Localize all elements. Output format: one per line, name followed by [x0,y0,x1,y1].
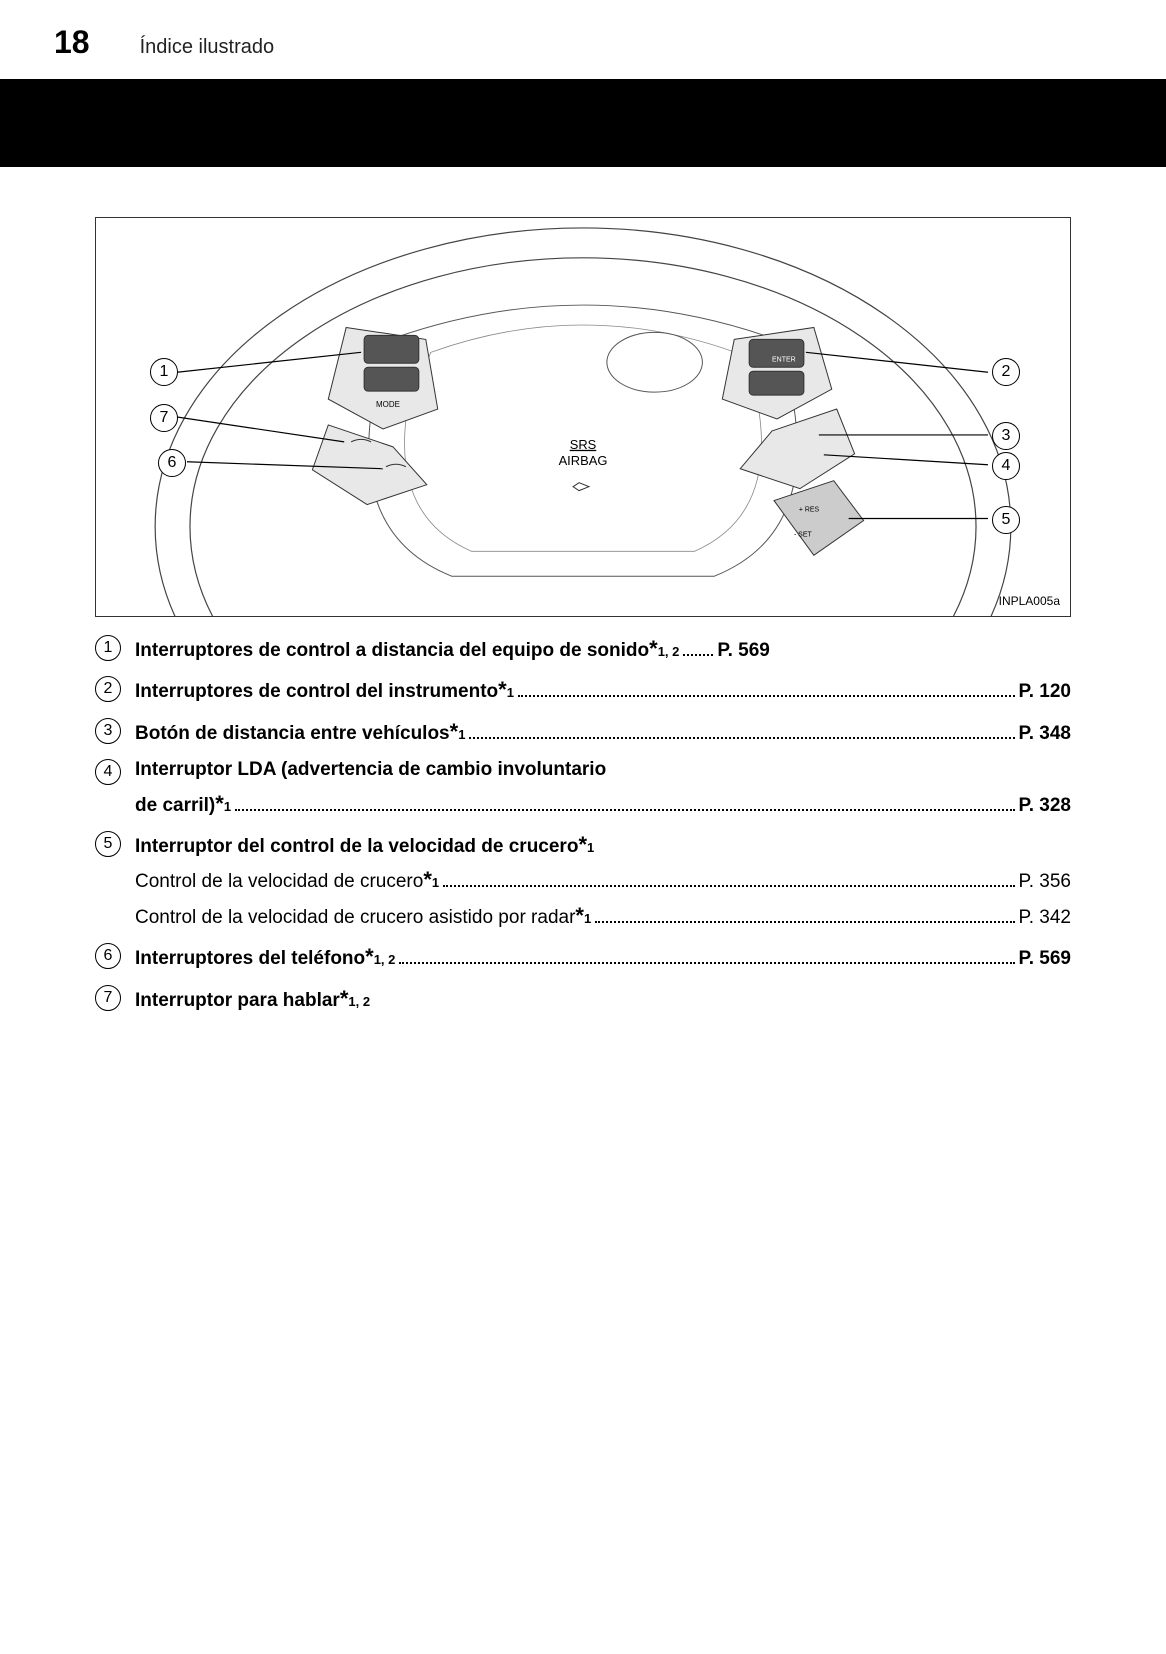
footnote-star: * [578,827,587,862]
leader-dots [683,654,713,656]
footnote-star: * [215,786,224,821]
index-list: 1 Interruptores de control a distancia de… [95,631,1071,1016]
item-text: Control de la velocidad de crucero [135,867,423,897]
footnote-sup: 1, 2 [374,950,396,971]
index-item: 6 Interruptores del teléfono*1, 2 P. 569 [95,939,1071,974]
footnote-star: * [649,631,658,666]
svg-text:+ RES: + RES [799,507,820,514]
svg-text:SRS: SRS [570,437,597,452]
footnote-star: * [340,981,349,1016]
index-item: 3 Botón de distancia entre vehículos*1 P.… [95,714,1071,749]
item-text: Interruptor del control de la velocidad … [135,832,578,862]
footnote-star: * [498,672,507,707]
item-line: Botón de distancia entre vehículos*1 P. … [135,714,1071,749]
callout-6: 6 [158,449,186,477]
svg-text:MODE: MODE [376,400,400,409]
footnote-sup: 1 [587,838,594,859]
item-line: Control de la velocidad de crucero*1 P. … [135,862,1071,897]
index-item: 1 Interruptores de control a distancia de… [95,631,1071,666]
item-text: Interruptor LDA (advertencia de cambio i… [135,755,606,785]
image-code: INPLA005a [999,594,1060,608]
item-line: Interruptores del teléfono*1, 2 P. 569 [135,939,1071,974]
svg-text:- SET: - SET [794,531,813,538]
steering-wheel-diagram: SRS AIRBAG MODE ENTER [95,217,1071,617]
steering-wheel-illustration: SRS AIRBAG MODE ENTER [96,218,1070,616]
callout-5: 5 [992,506,1020,534]
page-reference: P. 569 [1019,944,1071,974]
item-number-circle: 3 [95,718,121,744]
page-reference: P. 328 [1019,791,1071,821]
item-body: Botón de distancia entre vehículos*1 P. … [135,714,1071,749]
callout-7: 7 [150,404,178,432]
item-body: Interruptores del teléfono*1, 2 P. 569 [135,939,1071,974]
callout-4: 4 [992,452,1020,480]
item-number-circle: 7 [95,985,121,1011]
item-body: Interruptor LDA (advertencia de cambio i… [135,755,1071,821]
leader-dots [443,885,1014,887]
svg-text:AIRBAG: AIRBAG [559,453,608,468]
footnote-sup: 1, 2 [348,992,370,1013]
item-text: de carril) [135,791,215,821]
callout-3: 3 [992,422,1020,450]
item-line: Interruptores de control del instrumento… [135,672,1071,707]
item-text: Interruptores de control a distancia del… [135,636,649,666]
page-reference: P. 342 [1019,903,1071,933]
item-number-circle: 4 [95,759,121,785]
footnote-sup: 1, 2 [658,642,680,663]
page-reference: P. 348 [1019,719,1071,749]
leader-dots [518,695,1015,697]
index-item: 7 Interruptor para hablar*1, 2 [95,981,1071,1016]
item-text: Interruptores de control del instrumento [135,677,498,707]
svg-text:ENTER: ENTER [772,356,796,363]
item-body: Interruptores de control a distancia del… [135,631,1071,666]
index-item: 5 Interruptor del control de la velocidad… [95,827,1071,933]
page-reference: P. 356 [1019,867,1071,897]
page-header: 18 Índice ilustrado [0,0,1166,79]
item-body: Interruptor para hablar*1, 2 [135,981,1071,1016]
footnote-sup: 1 [507,683,514,704]
footnote-sup: 1 [224,797,231,818]
item-line: Interruptores de control a distancia del… [135,631,1071,666]
leader-dots [399,962,1014,964]
footnote-sup: 1 [458,725,465,746]
leader-dots [595,921,1014,923]
item-number-circle: 6 [95,943,121,969]
index-item: 2 Interruptores de control del instrument… [95,672,1071,707]
item-text: Interruptor para hablar [135,986,340,1016]
leader-dots [469,737,1014,739]
header-black-bar [0,79,1166,167]
item-number-circle: 1 [95,635,121,661]
content-area: SRS AIRBAG MODE ENTER [0,167,1166,1016]
footnote-sup: 1 [584,909,591,930]
item-line: Control de la velocidad de crucero asist… [135,898,1071,933]
item-number-circle: 2 [95,676,121,702]
item-line: Interruptor para hablar*1, 2 [135,981,1071,1016]
item-number-circle: 5 [95,831,121,857]
page-reference: P. 569 [717,636,769,666]
footnote-star: * [423,862,432,897]
footnote-star: * [575,898,584,933]
leader-dots [235,809,1014,811]
page-number: 18 [54,24,90,61]
item-line: Interruptor LDA (advertencia de cambio i… [135,755,1071,785]
item-body: Interruptor del control de la velocidad … [135,827,1071,933]
page-reference: P. 120 [1019,677,1071,707]
index-item: 4 Interruptor LDA (advertencia de cambio … [95,755,1071,821]
callout-1: 1 [150,358,178,386]
callout-2: 2 [992,358,1020,386]
item-line: Interruptor del control de la velocidad … [135,827,1071,862]
footnote-sup: 1 [432,873,439,894]
footnote-star: * [450,714,459,749]
item-line: de carril)*1 P. 328 [135,786,1071,821]
item-text: Interruptores del teléfono [135,944,365,974]
item-text: Botón de distancia entre vehículos [135,719,450,749]
item-text: Control de la velocidad de crucero asist… [135,903,575,933]
footnote-star: * [365,939,374,974]
section-title: Índice ilustrado [140,36,275,59]
item-body: Interruptores de control del instrumento… [135,672,1071,707]
